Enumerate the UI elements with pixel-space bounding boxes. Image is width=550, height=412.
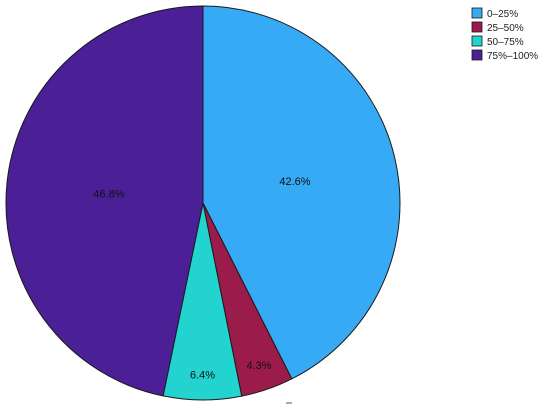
- slice-label-1: 42.6%: [279, 176, 310, 188]
- legend-swatch-2: [471, 21, 483, 33]
- pie-slices: [5, 5, 401, 401]
- legend-swatch-1: [471, 7, 483, 19]
- legend-swatch-4: [471, 49, 483, 61]
- slice-label-4: 46.8%: [93, 188, 124, 200]
- legend-label-2: 25–50%: [487, 23, 524, 34]
- slice-4: [5, 5, 204, 397]
- legend-swatch-3: [471, 35, 483, 47]
- legend-label-3: 50–75%: [487, 37, 524, 48]
- legend-label-1: 0–25%: [487, 9, 518, 20]
- legend-label-4: 75%–100%: [487, 51, 538, 62]
- pie-slice-labels: 42.6% 4.3% 6.4% 46.8%: [93, 176, 311, 381]
- slice-1: [202, 5, 401, 380]
- slice-label-2: 4.3%: [246, 360, 271, 372]
- slice-label-3: 6.4%: [190, 369, 215, 381]
- legend: 0–25% 25–50% 50–75% 75%–100%: [471, 7, 538, 62]
